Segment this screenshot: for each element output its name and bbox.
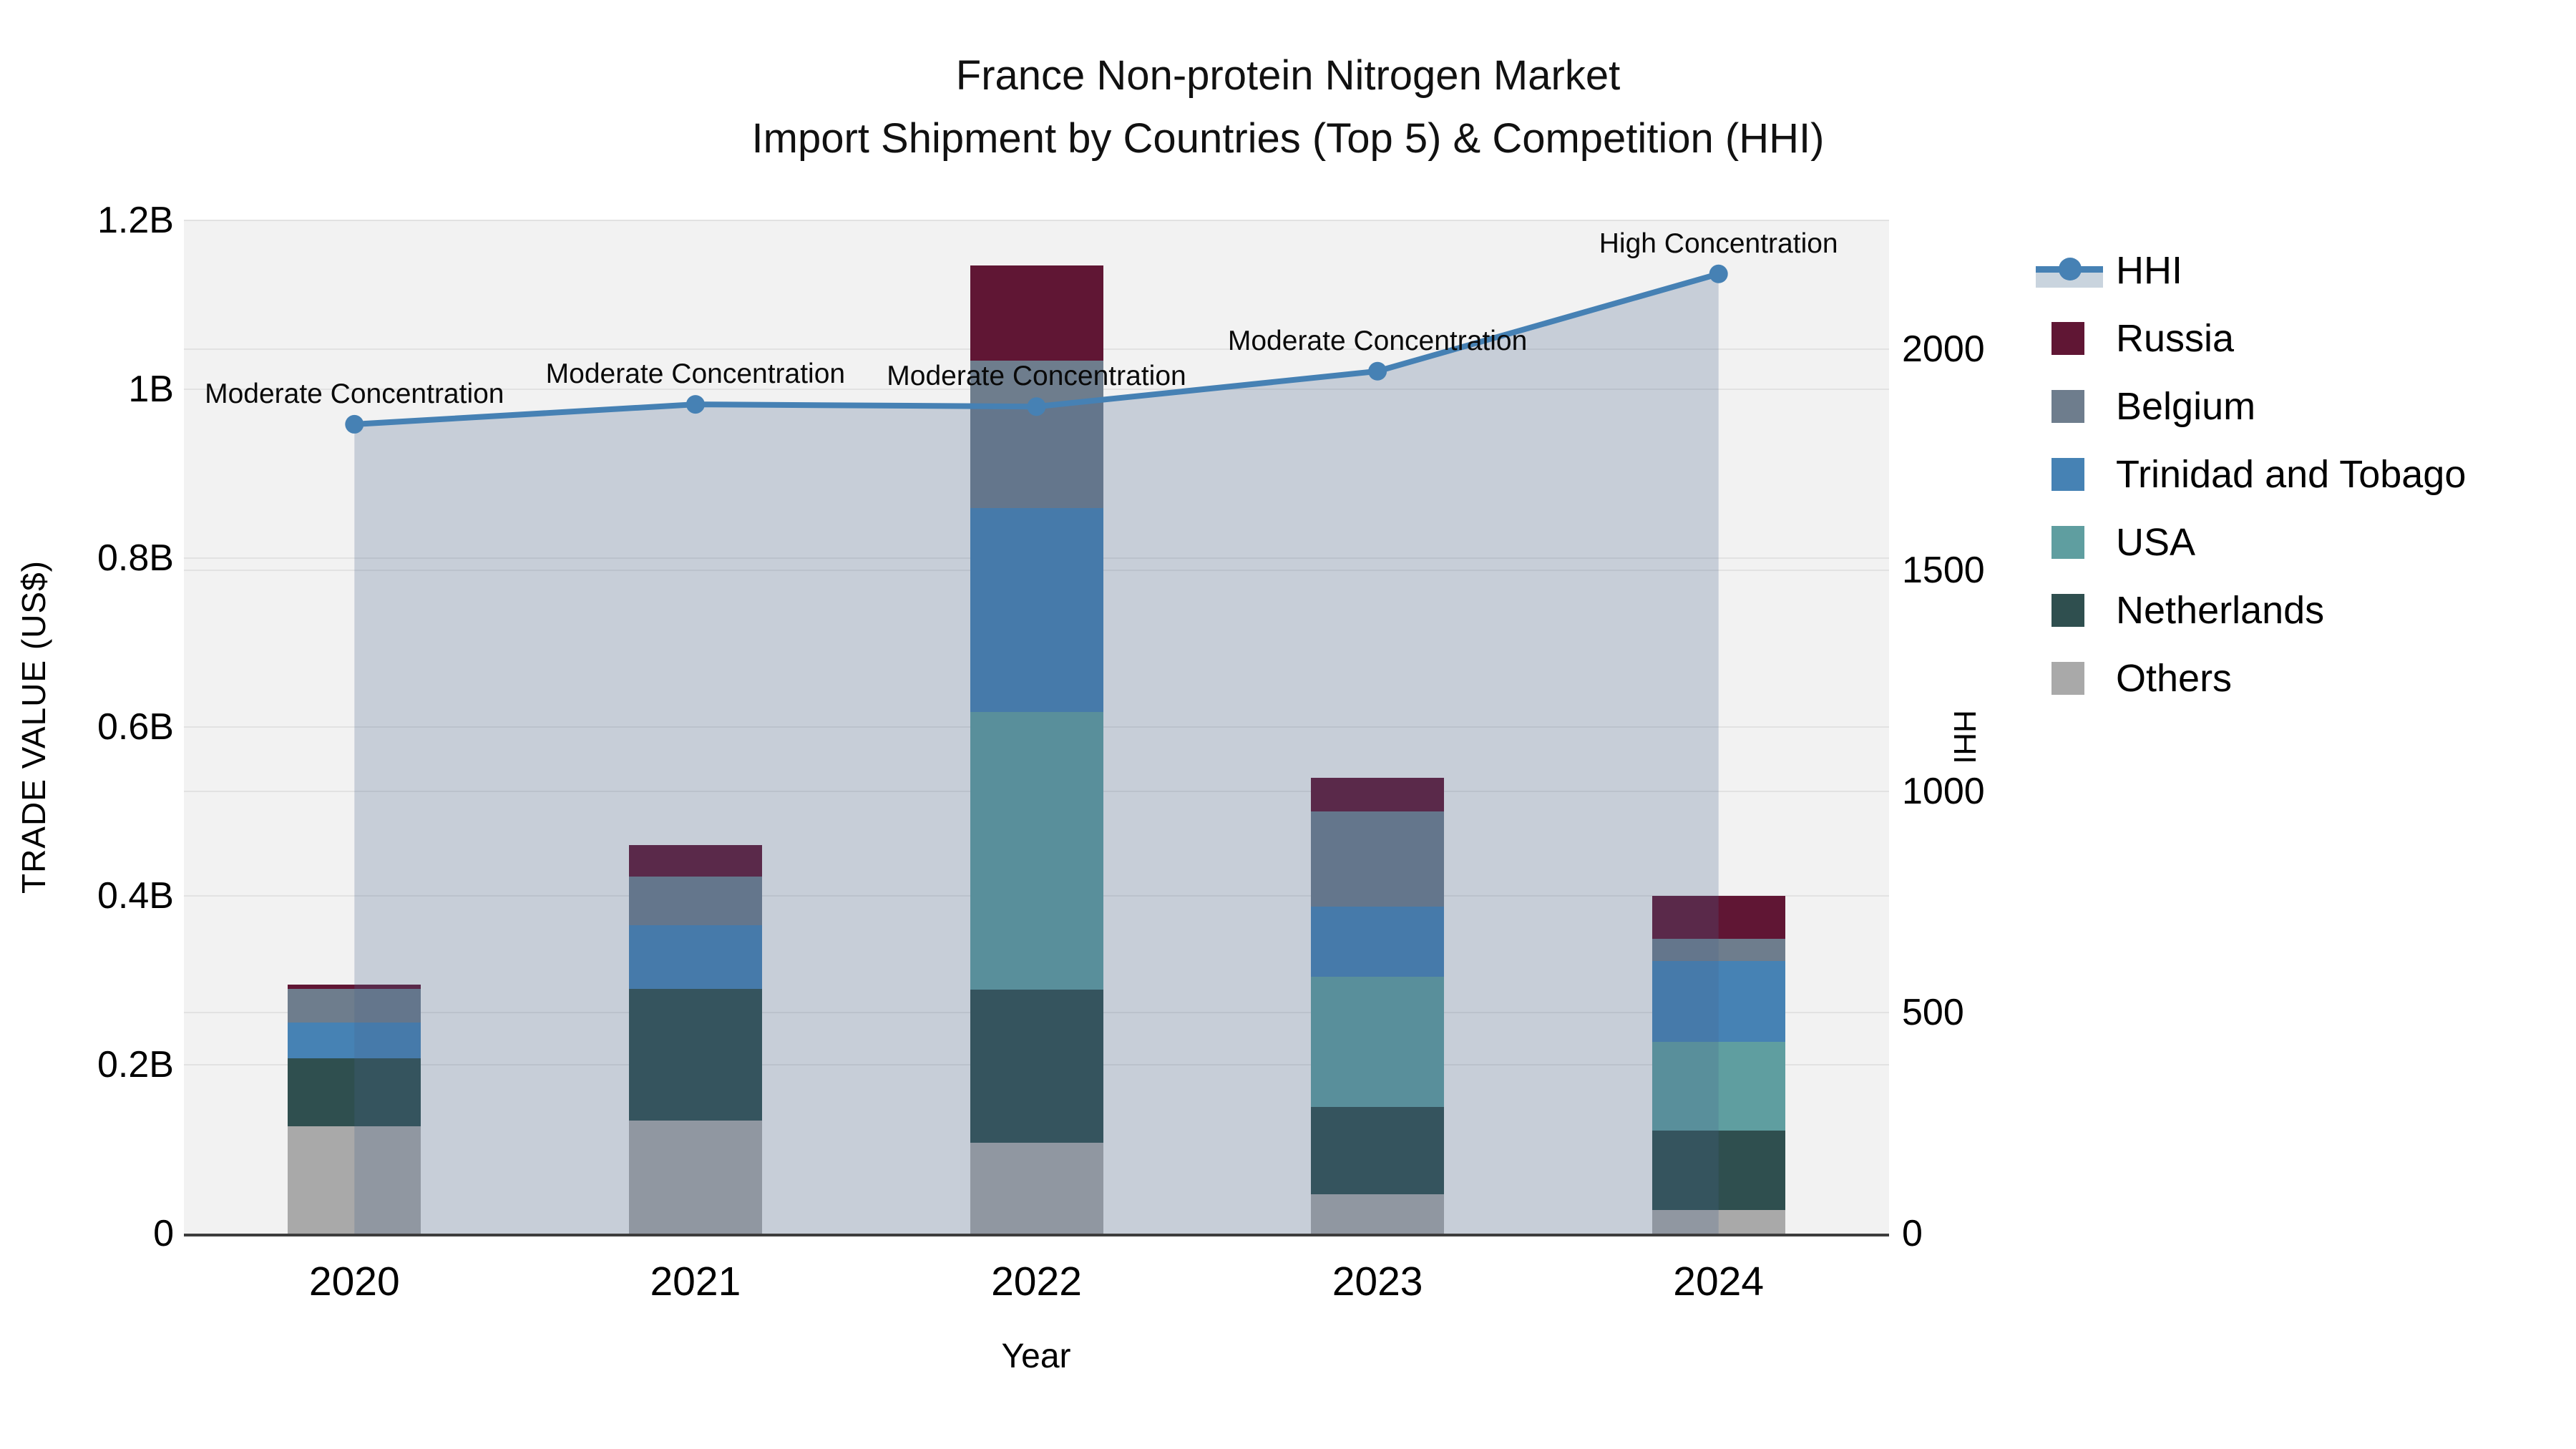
bar-segment-2024-trinidad-and-tobago [1652, 960, 1785, 1043]
legend-color-swatch [2051, 321, 2084, 355]
annotation-2020: Moderate Concentration [205, 378, 504, 409]
legend-item-usa: USA [2036, 508, 2466, 576]
legend-label: Netherlands [2116, 588, 2325, 632]
hhi-marker-2024 [1709, 264, 1728, 283]
left-tick-0.8B: 0.8B [97, 537, 174, 579]
bar-segment-2024-russia [1652, 896, 1785, 940]
bar-segment-2022-russia [970, 265, 1103, 361]
x-tick-2024: 2024 [1673, 1259, 1765, 1304]
legend-item-hhi: HHI [2036, 236, 2466, 304]
gridline [184, 220, 1889, 221]
bar-segment-2023-usa [1311, 977, 1445, 1107]
right-tick-0: 0 [1902, 1213, 1923, 1254]
legend-label: Belgium [2116, 384, 2256, 428]
hhi-marker-2023 [1368, 361, 1387, 381]
bar-segment-2024-belgium [1652, 939, 1785, 961]
bar-segment-2024-netherlands [1652, 1131, 1785, 1210]
left-tick-0.6B: 0.6B [97, 706, 174, 748]
annotation-2023: Moderate Concentration [1227, 325, 1528, 356]
legend-item-belgium: Belgium [2036, 372, 2466, 440]
chart-title: France Non-protein Nitrogen Market Impor… [0, 44, 2576, 170]
x-axis-title: Year [1001, 1337, 1071, 1375]
legend-hhi-swatch [2036, 252, 2103, 289]
bar-segment-2023-trinidad-and-tobago [1311, 907, 1445, 977]
bar-segment-2024-others [1652, 1209, 1785, 1234]
legend-color-swatch [2051, 457, 2084, 491]
bar-segment-2021-belgium [628, 876, 762, 926]
bar-segment-2023-russia [1311, 777, 1445, 811]
bar-segment-2022-others [970, 1142, 1103, 1234]
legend-color-swatch [2051, 661, 2084, 695]
bar-segment-2021-russia [628, 845, 762, 877]
bar-segment-2023-belgium [1311, 811, 1445, 907]
legend-color-swatch [2051, 525, 2084, 559]
annotation-2022: Moderate Concentration [887, 361, 1186, 392]
bar-segment-2021-trinidad-and-tobago [628, 925, 762, 989]
right-tick-2000: 2000 [1902, 328, 1985, 370]
left-axis-title: TRADE VALUE (US$) [15, 560, 52, 894]
legend-label: USA [2116, 520, 2196, 564]
legend-label: Russia [2116, 316, 2235, 360]
chart-title-line-2: Import Shipment by Countries (Top 5) & C… [751, 115, 1825, 162]
legend-item-netherlands: Netherlands [2036, 576, 2466, 644]
legend-color-swatch [2051, 389, 2084, 423]
plot-area: Moderate Concentration Moderate Concentra… [184, 220, 1889, 1236]
bar-segment-2021-others [628, 1120, 762, 1234]
chart-title-line-1: France Non-protein Nitrogen Market [955, 52, 1621, 99]
right-tick-500: 500 [1902, 991, 1964, 1033]
left-tick-1.2B: 1.2B [97, 200, 174, 241]
left-tick-0.4B: 0.4B [97, 875, 174, 917]
legend: HHI Russia Belgium Trinidad and Tobago USA Ne… [2036, 236, 2466, 712]
bar-segment-2022-netherlands [970, 989, 1103, 1143]
bar-segment-2021-netherlands [628, 988, 762, 1121]
right-axis-title: HHI [1947, 710, 1982, 764]
annotation-2021: Moderate Concentration [545, 358, 846, 390]
bar-segment-2020-others [288, 1126, 421, 1234]
legend-label: Others [2116, 656, 2233, 700]
bar-segment-2022-usa [970, 711, 1103, 990]
right-tick-1500: 1500 [1902, 549, 1985, 591]
legend-hhi-marker [2059, 257, 2082, 280]
legend-label: HHI [2116, 248, 2182, 292]
x-tick-2022: 2022 [991, 1259, 1082, 1304]
hhi-marker-2020 [345, 414, 364, 434]
x-tick-2023: 2023 [1332, 1259, 1423, 1304]
annotation-2024: High Concentration [1599, 228, 1838, 259]
bar-segment-2020-belgium [288, 988, 421, 1023]
bar-segment-2020-russia [288, 984, 421, 989]
legend-color-swatch [2051, 593, 2084, 627]
legend-item-russia: Russia [2036, 304, 2466, 372]
x-tick-2021: 2021 [650, 1259, 741, 1304]
right-tick-1000: 1000 [1902, 770, 1985, 812]
bar-segment-2023-netherlands [1311, 1107, 1445, 1194]
bar-segment-2024-usa [1652, 1042, 1785, 1131]
hhi-marker-2021 [686, 395, 705, 414]
bar-segment-2023-others [1311, 1194, 1445, 1234]
left-tick-0: 0 [153, 1213, 174, 1254]
legend-item-others: Others [2036, 644, 2466, 712]
bar-segment-2020-trinidad-and-tobago [288, 1023, 421, 1058]
legend-item-trinidad-and-tobago: Trinidad and Tobago [2036, 440, 2466, 508]
left-tick-0.2B: 0.2B [97, 1044, 174, 1085]
x-tick-2020: 2020 [308, 1259, 400, 1304]
bar-segment-2020-netherlands [288, 1058, 421, 1127]
legend-label: Trinidad and Tobago [2116, 452, 2467, 496]
left-tick-1B: 1B [128, 369, 174, 410]
bar-segment-2022-trinidad-and-tobago [970, 508, 1103, 712]
